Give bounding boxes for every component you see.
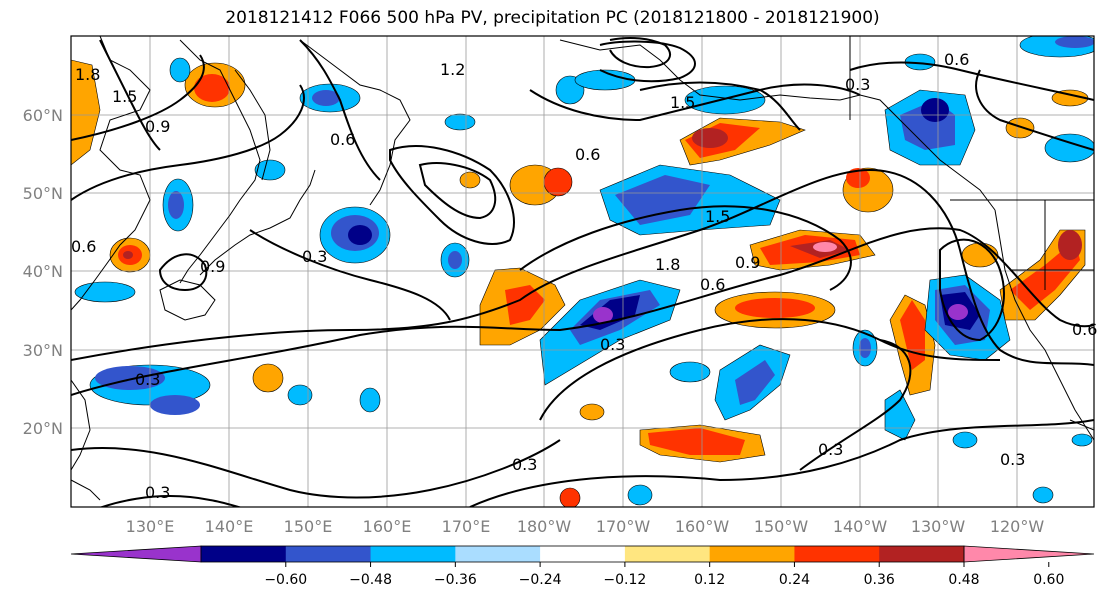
precip-shading xyxy=(71,36,1094,507)
svg-text:180°W: 180°W xyxy=(517,517,572,536)
svg-text:40°N: 40°N xyxy=(23,262,63,281)
colorbar-swatch xyxy=(794,546,880,562)
colorbar-swatch xyxy=(624,546,711,562)
svg-text:0.6: 0.6 xyxy=(700,275,725,294)
colorbar-tick-label: −0.48 xyxy=(349,572,392,588)
svg-text:0.3: 0.3 xyxy=(512,455,537,474)
colorbar-tick-label: −0.60 xyxy=(264,572,307,588)
svg-text:150°W: 150°W xyxy=(754,517,809,536)
svg-text:140°W: 140°W xyxy=(833,517,888,536)
colorbar-tick-label: −0.24 xyxy=(519,572,562,588)
contour-labels: 1.8 1.5 0.9 1.2 0.6 0.3 1.5 0.6 0.6 0.3 … xyxy=(71,50,1097,502)
svg-text:0.3: 0.3 xyxy=(845,75,870,94)
colorbar-swatch xyxy=(455,546,541,562)
svg-text:0.6: 0.6 xyxy=(944,50,969,69)
svg-text:140°E: 140°E xyxy=(205,517,254,536)
colorbar-swatch xyxy=(201,546,287,562)
colorbar-swatch xyxy=(540,546,626,562)
map-title: 2018121412 F066 500 hPa PV, precipitatio… xyxy=(225,8,880,28)
colorbar-tick-label: 0.24 xyxy=(779,572,810,588)
colorbar-swatch xyxy=(709,546,795,562)
svg-text:0.3: 0.3 xyxy=(135,370,160,389)
svg-text:0.6: 0.6 xyxy=(71,237,96,256)
colorbar-tick-label: −0.12 xyxy=(603,572,646,588)
svg-text:160°E: 160°E xyxy=(363,517,412,536)
svg-text:1.8: 1.8 xyxy=(655,255,680,274)
svg-text:1.5: 1.5 xyxy=(670,93,695,112)
svg-text:150°E: 150°E xyxy=(284,517,333,536)
svg-text:0.9: 0.9 xyxy=(145,117,170,136)
map-frame xyxy=(70,35,1095,508)
svg-text:0.6: 0.6 xyxy=(575,145,600,164)
svg-text:0.3: 0.3 xyxy=(302,247,327,266)
colorbar-tick-label: 0.36 xyxy=(864,572,895,588)
svg-text:1.2: 1.2 xyxy=(440,60,465,79)
svg-text:50°N: 50°N xyxy=(23,184,63,203)
svg-text:60°N: 60°N xyxy=(23,106,63,125)
coastlines xyxy=(71,36,1094,501)
svg-text:1.5: 1.5 xyxy=(705,207,730,226)
colorbar-tick-label: 0.48 xyxy=(948,572,979,588)
svg-text:0.3: 0.3 xyxy=(600,335,625,354)
svg-text:30°N: 30°N xyxy=(23,341,63,360)
colorbar-swatch xyxy=(285,546,372,562)
colorbar-frame xyxy=(200,545,965,563)
svg-text:1.5: 1.5 xyxy=(112,87,137,106)
colorbar-extend-low xyxy=(70,545,202,563)
svg-text:170°E: 170°E xyxy=(442,517,491,536)
colorbar-swatch xyxy=(370,546,456,562)
svg-text:20°N: 20°N xyxy=(23,419,63,438)
svg-text:0.6: 0.6 xyxy=(330,130,355,149)
colorbar-tick-label: 0.60 xyxy=(1033,572,1064,588)
gridlines xyxy=(71,36,1094,507)
svg-text:160°W: 160°W xyxy=(675,517,730,536)
svg-text:120°W: 120°W xyxy=(990,517,1045,536)
colorbar-swatch xyxy=(879,546,965,562)
svg-text:1.8: 1.8 xyxy=(75,65,100,84)
svg-text:170°W: 170°W xyxy=(596,517,651,536)
svg-text:0.3: 0.3 xyxy=(1000,450,1025,469)
colorbar: −0.60 −0.48 −0.36 −0.24 −0.12 0.12 0.24 0.36 0.4… xyxy=(70,545,1095,588)
colorbar-tick-label: 0.12 xyxy=(694,572,725,588)
svg-text:0.6: 0.6 xyxy=(1072,320,1097,339)
pv-contours xyxy=(71,36,1094,507)
svg-text:0.9: 0.9 xyxy=(735,253,760,272)
colorbar-tick-label: −0.36 xyxy=(434,572,477,588)
svg-text:130°W: 130°W xyxy=(911,517,966,536)
svg-text:0.9: 0.9 xyxy=(200,257,225,276)
svg-text:130°E: 130°E xyxy=(126,517,175,536)
colorbar-extend-high xyxy=(963,545,1095,563)
latitude-labels: 60°N 50°N 40°N 30°N 20°N xyxy=(23,106,63,438)
svg-text:0.3: 0.3 xyxy=(145,483,170,502)
svg-text:0.3: 0.3 xyxy=(818,440,843,459)
longitude-labels: 130°E 140°E 150°E 160°E 170°E 180°W 170°… xyxy=(126,517,1045,536)
